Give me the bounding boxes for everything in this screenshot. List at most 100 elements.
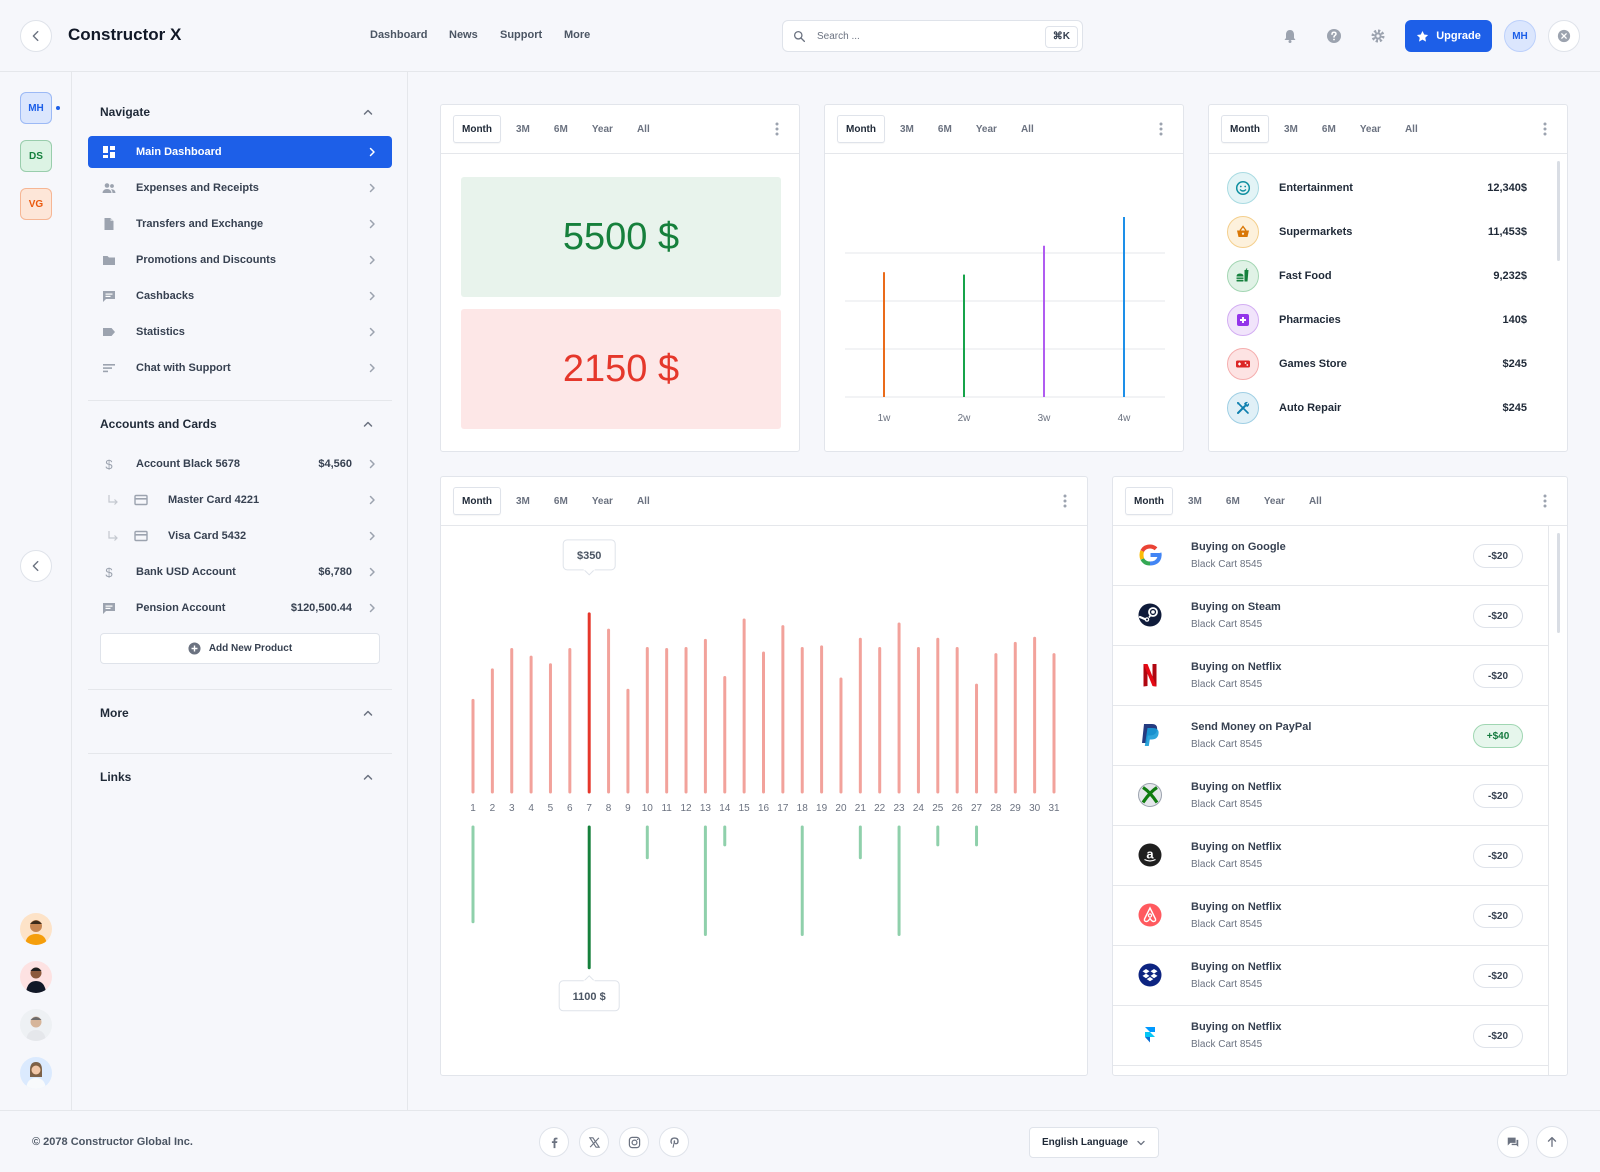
chevron-up-icon[interactable]	[362, 106, 374, 118]
account-item[interactable]: Pension Account $120,500.44	[88, 592, 392, 624]
tab-6m[interactable]: 6M	[553, 496, 568, 507]
more-vertical-icon[interactable]	[1543, 121, 1547, 137]
back-button[interactable]	[20, 20, 52, 52]
sidebar-item-main-dashboard[interactable]: Main Dashboard	[88, 136, 392, 168]
tab-year[interactable]: Year	[1263, 496, 1285, 507]
tab-6m[interactable]: 6M	[553, 124, 568, 135]
sidebar-item-chat-support[interactable]: Chat with Support	[88, 352, 392, 384]
day-tick-label: 22	[874, 803, 886, 814]
sidebar-item-transfers[interactable]: Transfers and Exchange	[88, 208, 392, 240]
transaction-row[interactable]: Buying on Netflix Black Cart 8545 -$20	[1113, 766, 1548, 826]
contact-avatar[interactable]	[20, 1057, 52, 1089]
workspace-mh[interactable]: MH	[20, 92, 52, 124]
category-row[interactable]: Supermarkets 11,453$	[1227, 215, 1527, 249]
sidebar-item-cashbacks[interactable]: Cashbacks	[88, 280, 392, 312]
search-input[interactable]: Search ... ⌘K	[782, 20, 1083, 52]
account-item[interactable]: $ Account Black 5678 $4,560	[88, 448, 392, 480]
transaction-row[interactable]: a Buying on Netflix Black Cart 8545 -$20	[1113, 826, 1548, 886]
week-tick-label: 2w	[958, 413, 972, 424]
sidebar-item-statistics[interactable]: Statistics	[88, 316, 392, 348]
more-vertical-icon[interactable]	[775, 121, 779, 137]
user-avatar[interactable]: MH	[1504, 20, 1536, 52]
account-item[interactable]: $ Bank USD Account $6,780	[88, 556, 392, 588]
more-section-title[interactable]: More	[100, 706, 129, 720]
category-row[interactable]: Fast Food 9,232$	[1227, 259, 1527, 293]
chat-button[interactable]	[1497, 1126, 1529, 1158]
tab-year[interactable]: Year	[975, 124, 997, 135]
upgrade-button[interactable]: Upgrade	[1405, 20, 1492, 52]
collapse-sidebar-button[interactable]	[20, 550, 52, 582]
category-row[interactable]: Pharmacies 140$	[1227, 303, 1527, 337]
chevron-up-icon[interactable]	[362, 418, 374, 430]
contact-avatar[interactable]	[20, 1009, 52, 1041]
more-vertical-icon[interactable]	[1159, 121, 1163, 137]
tab-month[interactable]: Month	[1125, 487, 1173, 515]
nav-news[interactable]: News	[449, 29, 478, 41]
tab-all[interactable]: All	[636, 496, 650, 507]
category-row[interactable]: Entertainment 12,340$	[1227, 171, 1527, 205]
category-row[interactable]: Auto Repair $245	[1227, 391, 1527, 425]
x-link[interactable]	[579, 1127, 609, 1157]
tooltip-pointer	[583, 569, 595, 576]
tab-year[interactable]: Year	[591, 496, 613, 507]
tab-6m[interactable]: 6M	[937, 124, 952, 135]
transaction-row[interactable]: Buying on Google Black Cart 8545 -$20	[1113, 526, 1548, 586]
help-icon[interactable]	[1326, 28, 1342, 44]
tab-3m[interactable]: 3M	[900, 124, 914, 135]
scrollbar[interactable]	[1557, 533, 1560, 633]
add-new-product-button[interactable]: Add New Product	[100, 633, 380, 664]
tab-year[interactable]: Year	[1359, 124, 1381, 135]
more-vertical-icon[interactable]	[1063, 493, 1067, 509]
card-label: Master Card 4221	[168, 494, 260, 506]
pinterest-link[interactable]	[659, 1127, 689, 1157]
transaction-row[interactable]: Buying on Netflix Black Cart 8545 -$20	[1113, 646, 1548, 706]
tab-year[interactable]: Year	[591, 124, 613, 135]
settings-icon[interactable]	[1370, 28, 1386, 44]
scrollbar[interactable]	[1557, 161, 1560, 261]
transaction-row[interactable]: Buying on Netflix Black Cart 8545 -$20	[1113, 886, 1548, 946]
transaction-row[interactable]: Buying on Netflix Black Cart 8545 -$20	[1113, 946, 1548, 1006]
transaction-row[interactable]: Buying on Netflix Black Cart 8545 -$20	[1113, 1006, 1548, 1066]
card-item[interactable]: Visa Card 5432	[88, 520, 392, 552]
links-section-title[interactable]: Links	[100, 770, 132, 784]
tab-3m[interactable]: 3M	[516, 496, 530, 507]
tab-month[interactable]: Month	[453, 115, 501, 143]
tab-all[interactable]: All	[1020, 124, 1034, 135]
nav-item-label: Expenses and Receipts	[136, 182, 259, 194]
tab-6m[interactable]: 6M	[1225, 496, 1240, 507]
tab-month[interactable]: Month	[453, 487, 501, 515]
facebook-link[interactable]	[539, 1127, 569, 1157]
close-button[interactable]	[1548, 20, 1580, 52]
tab-3m[interactable]: 3M	[1188, 496, 1202, 507]
chevron-up-icon[interactable]	[362, 707, 374, 719]
workspace-vg[interactable]: VG	[20, 188, 52, 220]
nav-support[interactable]: Support	[500, 29, 543, 41]
navigate-section-title[interactable]: Navigate	[100, 105, 151, 119]
tab-3m[interactable]: 3M	[1284, 124, 1298, 135]
tab-all[interactable]: All	[636, 124, 650, 135]
tab-3m[interactable]: 3M	[516, 124, 530, 135]
scroll-top-button[interactable]	[1536, 1126, 1568, 1158]
language-select[interactable]: English Language	[1029, 1127, 1159, 1158]
category-row[interactable]: Games Store $245	[1227, 347, 1527, 381]
tab-all[interactable]: All	[1308, 496, 1322, 507]
sidebar-item-expenses[interactable]: Expenses and Receipts	[88, 172, 392, 204]
contact-avatar[interactable]	[20, 961, 52, 993]
contact-avatar[interactable]	[20, 913, 52, 945]
tab-month[interactable]: Month	[837, 115, 885, 143]
chevron-up-icon[interactable]	[362, 771, 374, 783]
nav-dashboard[interactable]: Dashboard	[370, 29, 428, 41]
more-vertical-icon[interactable]	[1543, 493, 1547, 509]
workspace-ds[interactable]: DS	[20, 140, 52, 172]
accounts-section-title[interactable]: Accounts and Cards	[100, 417, 217, 431]
card-item[interactable]: Master Card 4221	[88, 484, 392, 516]
transaction-row[interactable]: Send Money on PayPal Black Cart 8545 +$4…	[1113, 706, 1548, 766]
bell-icon[interactable]	[1282, 28, 1298, 44]
tab-6m[interactable]: 6M	[1321, 124, 1336, 135]
nav-more[interactable]: More	[564, 29, 591, 41]
tab-all[interactable]: All	[1404, 124, 1418, 135]
tab-month[interactable]: Month	[1221, 115, 1269, 143]
sidebar-item-promotions[interactable]: Promotions and Discounts	[88, 244, 392, 276]
instagram-link[interactable]	[619, 1127, 649, 1157]
transaction-row[interactable]: Buying on Steam Black Cart 8545 -$20	[1113, 586, 1548, 646]
